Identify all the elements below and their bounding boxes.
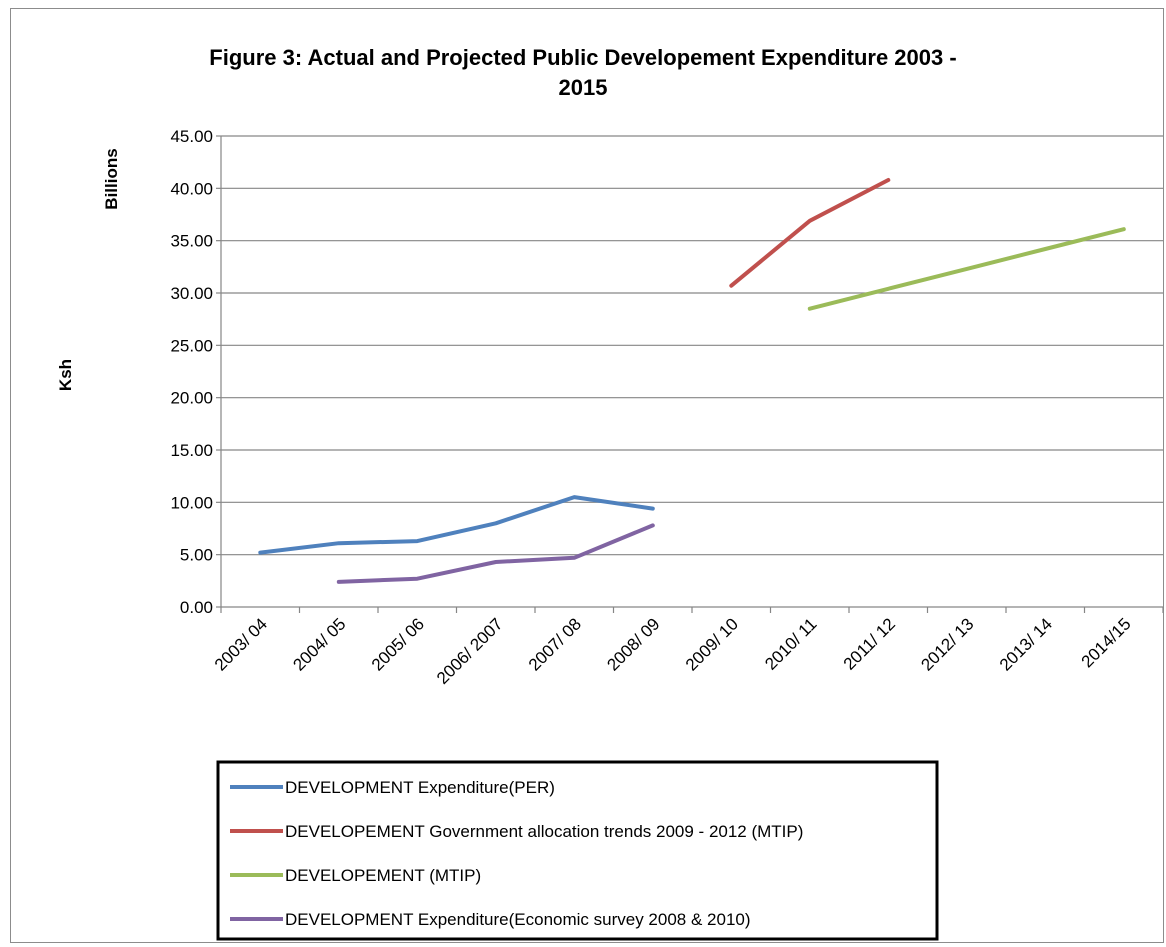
- legend-label: DEVELOPEMENT Government allocation trend…: [285, 822, 803, 841]
- x-tick-label: 2003/ 04: [211, 614, 271, 674]
- y-tick-label: 10.00: [170, 493, 213, 512]
- chart-frame: [10, 8, 1164, 943]
- legend-items: DEVELOPMENT Expenditure(PER) DEVELOPEMENT…: [230, 778, 803, 929]
- x-tick-label: 2013/ 14: [996, 614, 1056, 674]
- x-tick-label: 2006/ 2007: [433, 614, 507, 688]
- x-tick-labels: 2003/ 04 2004/ 05 2005/ 06 2006/ 2007 2007/ …: [211, 614, 1135, 688]
- y-tick-label: 20.00: [170, 389, 213, 408]
- x-tick-label: 2004/ 05: [289, 614, 349, 674]
- x-tick-label: 2005/ 06: [368, 614, 428, 674]
- y-tick-label: 30.00: [170, 284, 213, 303]
- series-line-3: [807, 227, 1126, 311]
- legend-box: [216, 760, 939, 941]
- series-line-4: [336, 523, 655, 584]
- y-tick-label: 40.00: [170, 179, 213, 198]
- y-tick-label: 5.00: [180, 546, 213, 565]
- x-tick-label: 2011/ 12: [840, 614, 899, 673]
- legend-label: DEVELOPEMENT (MTIP): [285, 866, 481, 885]
- chart-title-line-2: 2015: [559, 75, 608, 100]
- y-tick-label: 0.00: [180, 598, 213, 617]
- y-tick-label: 25.00: [170, 336, 213, 355]
- legend-label: DEVELOPMENT Expenditure(PER): [285, 778, 555, 797]
- y-tick-label: 35.00: [170, 232, 213, 251]
- x-tick-label: 2008/ 09: [603, 614, 663, 674]
- chart-title-line-1: Figure 3: Actual and Projected Public De…: [209, 45, 956, 70]
- x-tick-label: 2009/ 10: [682, 614, 742, 674]
- x-tick-label: 2007/ 08: [525, 614, 585, 674]
- y-unit-label: Billions: [102, 148, 121, 209]
- series-line-1: [258, 495, 655, 555]
- y-tick-labels: 0.00 5.00 10.00 15.00 20.00 25.00 30.00 35.00 40…: [170, 127, 213, 617]
- x-tick-label: 2012/ 13: [917, 614, 977, 674]
- series-lines: [258, 178, 1126, 584]
- x-tick-label: 2010/ 11: [761, 614, 820, 673]
- gridlines: [221, 135, 1163, 556]
- axes: [216, 135, 1164, 613]
- legend-label: DEVELOPMENT Expenditure(Economic survey …: [285, 910, 751, 929]
- series-line-2: [729, 178, 891, 288]
- y-tick-label: 15.00: [170, 441, 213, 460]
- y-axis-title: Ksh: [56, 359, 75, 391]
- y-tick-label: 45.00: [170, 127, 213, 146]
- x-tick-label: 2014/15: [1078, 614, 1135, 671]
- legend: DEVELOPMENT Expenditure(PER) DEVELOPEMENT…: [216, 760, 939, 941]
